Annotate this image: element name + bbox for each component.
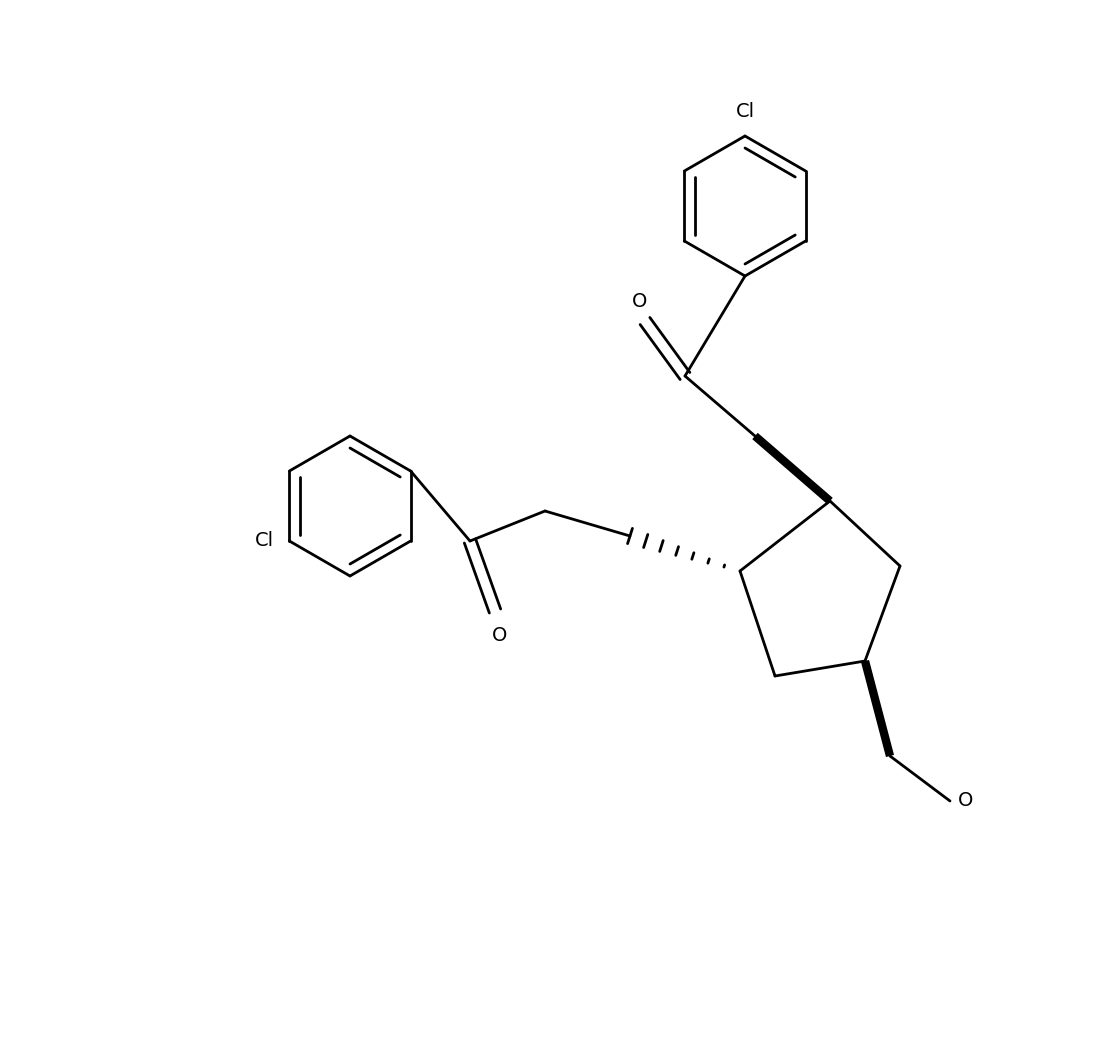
Text: O: O — [633, 293, 647, 312]
Text: O: O — [958, 792, 973, 811]
Text: Cl: Cl — [736, 102, 755, 121]
Text: O: O — [493, 626, 507, 645]
Text: Cl: Cl — [255, 531, 274, 550]
